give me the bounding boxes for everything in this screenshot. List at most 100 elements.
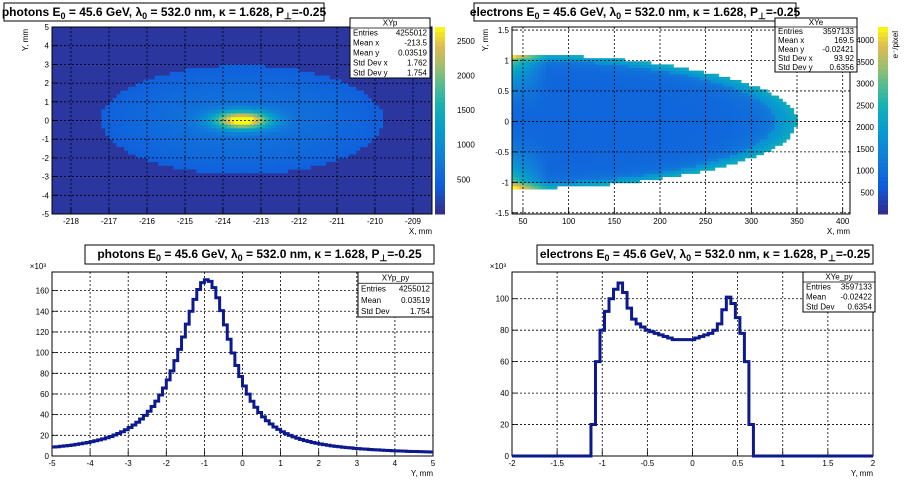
heatmap-cell	[291, 161, 296, 166]
heatmap-cell	[617, 123, 622, 128]
heatmap-cell	[635, 98, 641, 103]
heatmap-cell	[635, 64, 641, 68]
heatmap-cell	[268, 165, 273, 170]
heatmap-cell	[523, 170, 528, 174]
heatmap-cell	[261, 116, 266, 121]
heatmap-cell	[356, 109, 361, 114]
palette-band	[435, 143, 445, 150]
heatmap-cell	[367, 113, 372, 118]
heatmap-cell	[714, 151, 719, 156]
y-tick-label: 0	[505, 452, 510, 461]
heatmap-cell	[230, 79, 235, 84]
heatmap-cell	[752, 142, 757, 146]
heatmap-cell	[318, 98, 323, 103]
heatmap-cell	[684, 67, 689, 72]
heatmap-cell	[223, 71, 228, 77]
heatmap-cell	[568, 139, 573, 143]
heatmap-cell	[696, 123, 701, 128]
heatmap-cell	[211, 79, 216, 84]
heatmap-cell	[564, 154, 569, 159]
heatmap-cell	[226, 94, 231, 99]
heatmap-cell	[314, 142, 319, 148]
heatmap-cell	[192, 71, 197, 77]
heatmap-cell	[534, 98, 539, 103]
heatmap-cell	[192, 146, 197, 151]
heatmap-cell	[681, 79, 686, 84]
heatmap-cell	[219, 165, 224, 170]
heatmap-cell	[211, 120, 216, 125]
heatmap-cell	[318, 86, 323, 91]
heatmap-cell	[512, 83, 517, 87]
x-tick-label: -216	[139, 217, 156, 226]
heatmap-cell	[234, 79, 239, 84]
heatmap-cell	[568, 161, 573, 165]
heatmap-cell	[658, 104, 663, 109]
heatmap-cell	[722, 98, 727, 103]
heatmap-cell	[112, 101, 117, 106]
heatmap-cell	[356, 131, 361, 136]
heatmap-cell	[310, 154, 315, 159]
heatmap-cell	[692, 170, 697, 174]
palette-band	[435, 83, 445, 89]
heatmap-cell	[564, 167, 569, 171]
heatmap-cell	[564, 83, 569, 87]
heatmap-cell	[162, 90, 167, 95]
heatmap-cell	[162, 127, 167, 133]
heatmap-cell	[568, 98, 573, 103]
heatmap-cell	[729, 83, 734, 87]
heatmap-cell	[515, 70, 520, 75]
heatmap-cell	[669, 154, 674, 159]
heatmap-cell	[318, 124, 323, 129]
heatmap-cell	[681, 89, 686, 93]
heatmap-cell	[291, 135, 296, 140]
heatmap-cell	[620, 167, 626, 171]
heatmap-cell	[207, 116, 212, 121]
heatmap-cell	[272, 124, 277, 129]
heatmap-cell	[158, 150, 163, 155]
heatmap-cell	[268, 68, 273, 73]
stats-value: 1.754	[410, 307, 431, 316]
heatmap-cell	[583, 67, 588, 72]
heatmap-cell	[684, 114, 689, 118]
heatmap-cell	[124, 94, 129, 99]
heatmap-cell	[737, 89, 742, 93]
heatmap-cell	[310, 94, 315, 99]
heatmap-cell	[613, 89, 618, 93]
heatmap-cell	[579, 79, 584, 84]
heatmap-cell	[759, 108, 765, 112]
heatmap-cell	[283, 109, 288, 114]
heatmap-cell	[512, 114, 517, 118]
heatmap-cell	[321, 120, 326, 125]
heatmap-cell	[707, 73, 712, 78]
heatmap-cell	[523, 114, 528, 118]
heatmap-cell	[553, 83, 558, 87]
heatmap-cell	[759, 129, 765, 134]
heatmap-cell	[609, 104, 614, 109]
heatmap-cell	[359, 109, 364, 114]
heatmap-cell	[291, 94, 296, 99]
heatmap-cell	[711, 136, 716, 140]
heatmap-cell	[793, 120, 798, 125]
heatmap-cell	[538, 83, 543, 87]
heatmap-cell	[587, 73, 592, 78]
heatmap-cell	[268, 98, 273, 103]
heatmap-cell	[348, 150, 353, 155]
heatmap-cell	[329, 116, 334, 121]
heatmap-cell	[620, 136, 626, 140]
heatmap-cell	[733, 101, 738, 106]
title-text: electrons E0 = 45.6 GeV, λ0 = 532.0 nm, …	[540, 247, 871, 263]
heatmap-cell	[515, 101, 520, 106]
heatmap-cell	[238, 150, 243, 155]
palette-band	[435, 129, 445, 136]
heatmap-cell	[128, 109, 133, 114]
heatmap-cell	[200, 86, 205, 91]
palette-band	[878, 87, 888, 93]
heatmap-cell	[635, 176, 641, 181]
heatmap-cell	[684, 136, 689, 140]
heatmap-cell	[538, 179, 543, 184]
heatmap-cell	[215, 105, 220, 110]
heatmap-cell	[196, 116, 201, 121]
y-tick-label: 20	[500, 421, 509, 430]
heatmap-cell	[688, 145, 693, 149]
heatmap-cell	[696, 101, 701, 106]
